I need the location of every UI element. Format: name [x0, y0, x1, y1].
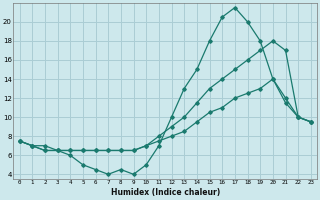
X-axis label: Humidex (Indice chaleur): Humidex (Indice chaleur) [111, 188, 220, 197]
